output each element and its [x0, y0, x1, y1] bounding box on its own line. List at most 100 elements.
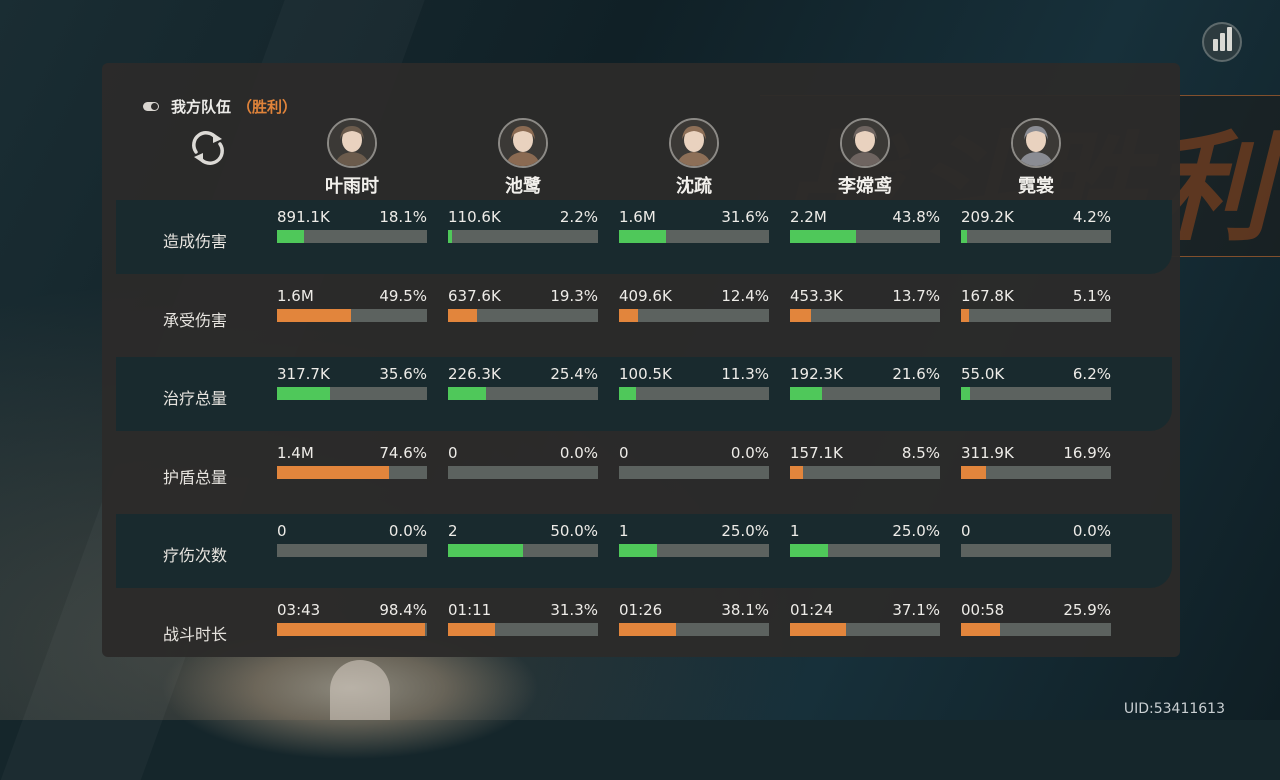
stat-cell: 01:26 38.1%	[619, 600, 769, 640]
stat-cell: 317.7K 35.6%	[277, 364, 427, 404]
stat-bar-track	[448, 465, 598, 479]
stat-bar-fill	[790, 308, 811, 322]
stat-value: 0	[961, 522, 971, 540]
stat-percent: 16.9%	[1063, 443, 1111, 462]
character-name: 李嫦鸢	[838, 176, 892, 197]
stat-cell: 167.8K 5.1%	[961, 286, 1111, 326]
stat-percent: 74.6%	[379, 443, 427, 462]
stat-percent: 11.3%	[721, 365, 769, 383]
stat-bar-fill	[961, 387, 971, 400]
stat-cell: 2 50.0%	[448, 521, 598, 561]
uid-label: UID:53411613	[1123, 701, 1225, 717]
stat-cell: 1 25.0%	[790, 521, 940, 561]
stat-percent: 13.7%	[892, 286, 940, 305]
stat-cell: 453.3K 13.7%	[790, 286, 940, 326]
stat-bar-track	[790, 230, 940, 243]
stat-percent: 25.4%	[550, 365, 598, 383]
stat-cell: 0 0.0%	[961, 521, 1111, 561]
stat-cell: 1.6M 31.6%	[619, 207, 769, 247]
character-avatar[interactable]	[498, 118, 548, 168]
stat-bar-fill	[961, 465, 987, 479]
character-column: 叶雨时	[277, 118, 427, 198]
team-label: 我方队伍	[171, 98, 232, 116]
stat-bar-track	[448, 230, 598, 243]
stat-bar-track	[790, 465, 940, 479]
stat-percent: 0.0%	[1072, 522, 1111, 540]
stat-cell: 192.3K 21.6%	[790, 364, 940, 404]
stat-bar-track	[277, 622, 427, 636]
stat-bar-fill	[961, 308, 969, 322]
stat-percent: 35.6%	[379, 365, 427, 383]
character-column: 李嫦鸢	[790, 118, 940, 198]
stat-cell: 209.2K 4.2%	[961, 207, 1111, 247]
bar-chart-icon	[1212, 39, 1218, 51]
stat-value: 1.4M	[277, 443, 314, 462]
stat-bar-track	[448, 622, 598, 636]
portrait-icon	[500, 120, 546, 166]
stat-row-label: 造成伤害	[163, 232, 228, 251]
character-name: 池鹭	[505, 176, 541, 197]
character-name: 叶雨时	[325, 176, 379, 197]
stat-value: 2.2M	[790, 208, 827, 226]
stat-bar-track	[277, 544, 427, 557]
team-header[interactable]: 我方队伍 （胜利）	[143, 96, 297, 117]
stat-cell: 1.4M 74.6%	[277, 443, 427, 483]
stat-bar-fill	[448, 622, 495, 636]
stat-value: 209.2K	[961, 208, 1014, 226]
stat-percent: 0.0%	[730, 443, 769, 462]
stat-value: 1	[619, 522, 629, 540]
stat-bar-fill	[448, 544, 523, 557]
stat-value: 2	[448, 522, 458, 540]
stat-bar-track	[790, 622, 940, 636]
stat-bar-track	[448, 387, 598, 400]
stat-bar-track	[277, 465, 427, 479]
character-avatar[interactable]	[327, 118, 377, 168]
stat-percent: 50.0%	[550, 522, 598, 540]
stat-bar-track	[619, 387, 769, 400]
stat-percent: 8.5%	[901, 443, 940, 462]
stat-bar-track	[277, 387, 427, 400]
stat-value: 0	[277, 522, 287, 540]
stat-bar-fill	[961, 230, 968, 243]
stat-bar-fill	[277, 230, 305, 243]
stat-value: 01:11	[448, 600, 492, 619]
stat-percent: 37.1%	[892, 600, 940, 619]
stat-cell: 311.9K 16.9%	[961, 443, 1111, 483]
stat-value: 192.3K	[790, 365, 843, 383]
character-avatar[interactable]	[1011, 118, 1061, 168]
stat-percent: 43.8%	[892, 208, 940, 226]
stat-cell: 1 25.0%	[619, 521, 769, 561]
character-avatar[interactable]	[840, 118, 890, 168]
stat-bar-track	[961, 465, 1111, 479]
portrait-icon	[842, 120, 888, 166]
stat-percent: 38.1%	[721, 600, 769, 619]
stat-row-label: 疗伤次数	[163, 546, 228, 565]
stat-bar-track	[448, 544, 598, 557]
stat-bar-fill	[277, 465, 389, 479]
stat-percent: 25.0%	[721, 522, 769, 540]
stat-value: 1	[790, 522, 800, 540]
stat-cell: 03:43 98.4%	[277, 600, 427, 640]
stat-bar-fill	[448, 387, 487, 400]
stat-value: 00:58	[961, 600, 1005, 619]
portrait-icon	[329, 120, 375, 166]
stat-bar-track	[619, 465, 769, 479]
stat-cell: 2.2M 43.8%	[790, 207, 940, 247]
stat-percent: 5.1%	[1072, 286, 1111, 305]
stat-bar-fill	[790, 230, 856, 243]
stat-percent: 98.4%	[379, 600, 427, 619]
stat-bar-track	[961, 387, 1111, 400]
character-avatar[interactable]	[669, 118, 719, 168]
stat-bar-track	[790, 308, 940, 322]
stat-cell: 55.0K 6.2%	[961, 364, 1111, 404]
stat-bar-track	[790, 387, 940, 400]
refresh-icon[interactable]	[189, 130, 227, 166]
stat-value: 637.6K	[448, 286, 501, 305]
toggle-icon[interactable]	[143, 102, 159, 111]
stat-bar-track	[961, 544, 1111, 557]
stats-button[interactable]	[1202, 22, 1242, 62]
stat-percent: 6.2%	[1072, 365, 1111, 383]
stat-bar-track	[277, 230, 427, 243]
stat-bar-track	[961, 622, 1111, 636]
stat-value: 01:24	[790, 600, 834, 619]
